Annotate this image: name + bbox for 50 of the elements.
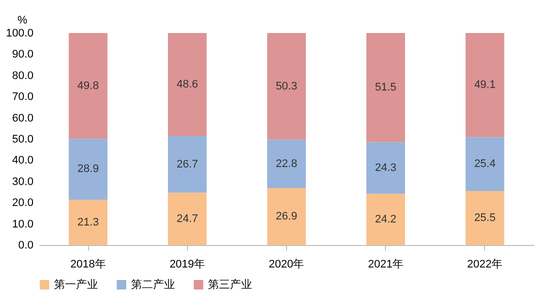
data-label: 50.3 [276, 80, 298, 92]
data-label: 25.4 [474, 158, 496, 170]
bar [466, 190, 504, 245]
data-label: 49.1 [474, 79, 496, 92]
data-label: 28.9 [77, 163, 99, 176]
bar [466, 33, 504, 138]
y-tick-label: 50.0 [12, 134, 34, 146]
bar [68, 200, 108, 245]
x-tick-label: 2022年 [467, 258, 503, 270]
x-tick-label: 2020年 [268, 258, 304, 270]
y-tick-label: 30.0 [12, 176, 34, 188]
data-label: 22.8 [276, 158, 298, 170]
y-tick-label: 10.0 [12, 218, 34, 230]
y-tick-label: 70.0 [12, 91, 34, 104]
data-label: 24.3 [374, 162, 396, 174]
bar [366, 33, 406, 142]
bar [366, 194, 406, 245]
bar [267, 33, 306, 140]
x-tick-label: 2021年 [368, 258, 404, 270]
data-label: 21.3 [77, 216, 99, 228]
data-label: 51.5 [374, 82, 396, 94]
data-label: 48.6 [176, 78, 198, 91]
y-tick-label: 20.0 [12, 197, 34, 210]
bar [267, 140, 306, 188]
y-tick-label: 40.0 [12, 154, 34, 167]
bar [366, 142, 406, 194]
bar [68, 138, 108, 200]
legend-label: 第三产业 [208, 278, 252, 291]
x-tick-label: 2018年 [70, 258, 106, 270]
legend-label: 第一产业 [54, 278, 98, 291]
y-axis-title: % [18, 14, 28, 26]
data-label: 49.8 [77, 80, 99, 92]
bar [168, 192, 207, 245]
y-tick-label: 90.0 [12, 48, 34, 61]
data-label: 24.7 [176, 212, 198, 225]
bar [168, 136, 207, 193]
data-label: 26.9 [276, 210, 298, 222]
y-tick-label: 80.0 [12, 70, 34, 82]
y-tick-label: 100.0 [6, 28, 34, 40]
data-label: 25.5 [474, 212, 496, 224]
bar [466, 137, 504, 191]
bar [168, 33, 207, 136]
y-tick-label: 60.0 [12, 112, 34, 124]
bar [267, 188, 306, 245]
data-label: 26.7 [176, 158, 198, 170]
data-label: 24.2 [374, 213, 396, 226]
legend-label: 第二产业 [131, 278, 175, 291]
bar [68, 33, 108, 139]
y-tick-label: 0.0 [18, 240, 34, 252]
x-tick-label: 2019年 [170, 258, 206, 270]
